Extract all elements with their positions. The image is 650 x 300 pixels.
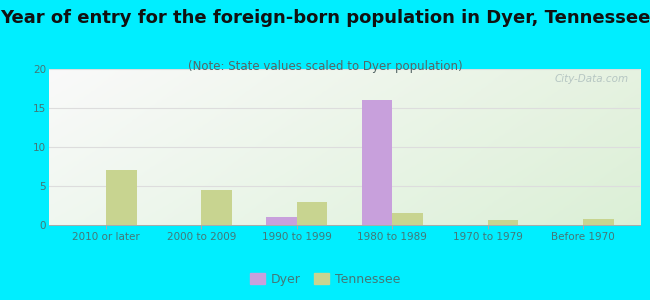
Text: (Note: State values scaled to Dyer population): (Note: State values scaled to Dyer popul… xyxy=(188,60,462,73)
Bar xyxy=(361,100,392,225)
Bar xyxy=(106,170,136,225)
Bar xyxy=(202,190,232,225)
Bar xyxy=(583,219,614,225)
Bar xyxy=(488,220,518,225)
Text: Year of entry for the foreign-born population in Dyer, Tennessee: Year of entry for the foreign-born popul… xyxy=(0,9,650,27)
Bar xyxy=(266,217,297,225)
Text: City-Data.com: City-Data.com xyxy=(554,74,629,84)
Bar xyxy=(297,202,328,225)
Legend: Dyer, Tennessee: Dyer, Tennessee xyxy=(245,268,405,291)
Bar xyxy=(392,213,422,225)
